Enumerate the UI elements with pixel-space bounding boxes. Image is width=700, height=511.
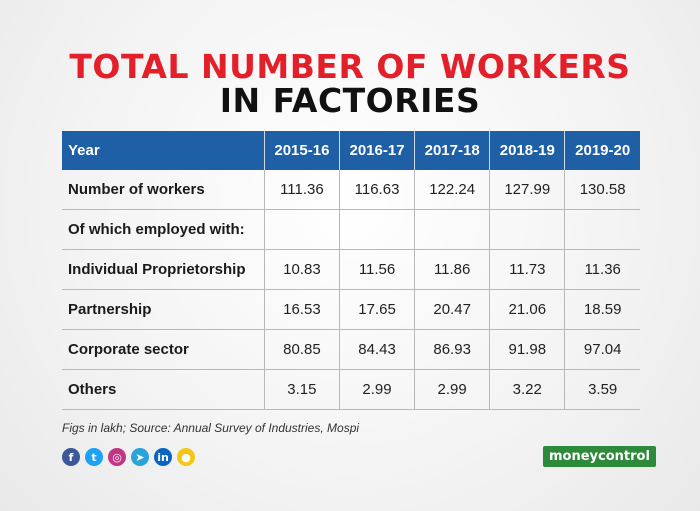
table-row: Individual Proprietorship 10.83 11.56 11.86… xyxy=(62,249,640,290)
table-cell: 111.36 xyxy=(264,170,340,210)
table-cell: 80.85 xyxy=(264,329,340,370)
header-year-label: Year xyxy=(62,131,265,170)
row-label: Individual Proprietorship xyxy=(62,249,265,290)
title-line-1: TOTAL NUMBER OF WORKERS xyxy=(69,47,631,86)
table-cell: 122.24 xyxy=(414,170,491,210)
table-cell: 10.83 xyxy=(264,249,340,290)
table-cell: 11.86 xyxy=(414,249,491,290)
row-label: Corporate sector xyxy=(62,329,265,370)
table-cell xyxy=(414,209,491,250)
table-cell: 17.65 xyxy=(339,289,416,330)
table-row: Of which employed with: xyxy=(62,209,640,250)
table-cell: 130.58 xyxy=(564,170,640,210)
table-cell xyxy=(564,209,640,250)
table-cell: 2.99 xyxy=(339,369,416,410)
table-header-row: Year 2015-16 2016-17 2017-18 2018-19 2019-20 xyxy=(62,131,640,170)
facebook-icon[interactable]: f xyxy=(62,448,80,466)
table-cell: 20.47 xyxy=(414,289,491,330)
title-line-2: IN FACTORIES xyxy=(219,81,481,120)
row-label: Partnership xyxy=(62,289,265,330)
table-cell xyxy=(489,209,566,250)
header-year-3: 2017-18 xyxy=(414,131,491,170)
header-year-1: 2015-16 xyxy=(264,131,340,170)
table-row: Partnership 16.53 17.65 20.47 21.06 18.59 xyxy=(62,289,640,330)
table-cell: 11.56 xyxy=(339,249,416,290)
header-year-4: 2018-19 xyxy=(489,131,566,170)
table-cell: 2.99 xyxy=(414,369,491,410)
brand-logo: moneycontrol xyxy=(543,446,656,467)
table-cell: 16.53 xyxy=(264,289,340,330)
table-cell: 3.59 xyxy=(564,369,640,410)
table-cell xyxy=(339,209,416,250)
table-cell: 84.43 xyxy=(339,329,416,370)
table-row: Number of workers 111.36 116.63 122.24 127.9… xyxy=(62,170,640,210)
header-year-5: 2019-20 xyxy=(564,131,640,170)
telegram-icon[interactable]: ➤ xyxy=(131,448,149,466)
header-year-2: 2016-17 xyxy=(339,131,416,170)
table-cell: 11.73 xyxy=(489,249,566,290)
table-body: Number of workers 111.36 116.63 122.24 127.9… xyxy=(62,170,640,410)
table-cell: 86.93 xyxy=(414,329,491,370)
row-label: Number of workers xyxy=(62,170,265,210)
table-cell: 116.63 xyxy=(339,170,416,210)
table-cell xyxy=(264,209,340,250)
row-label: Others xyxy=(62,369,265,410)
table-cell: 3.22 xyxy=(489,369,566,410)
table-cell: 18.59 xyxy=(564,289,640,330)
row-label: Of which employed with: xyxy=(62,209,265,250)
table-cell: 21.06 xyxy=(489,289,566,330)
source-note: Figs in lakh; Source: Annual Survey of I… xyxy=(62,421,360,435)
table-cell: 3.15 xyxy=(264,369,340,410)
table-row: Others 3.15 2.99 2.99 3.22 3.59 xyxy=(62,369,640,410)
data-table: Year 2015-16 2016-17 2017-18 2018-19 2019-20 … xyxy=(62,131,640,410)
table-cell: 91.98 xyxy=(489,329,566,370)
instagram-icon[interactable]: ◎ xyxy=(108,448,126,466)
table-cell: 127.99 xyxy=(489,170,566,210)
linkedin-icon[interactable]: in xyxy=(154,448,172,466)
koo-icon[interactable]: ● xyxy=(177,448,195,466)
table-row: Corporate sector 80.85 84.43 86.93 91.98 97.0… xyxy=(62,329,640,370)
social-icons: f t ◎ ➤ in ● xyxy=(62,448,195,466)
chart-title: TOTAL NUMBER OF WORKERS IN FACTORIES xyxy=(0,50,700,117)
table-cell: 97.04 xyxy=(564,329,640,370)
table-cell: 11.36 xyxy=(564,249,640,290)
twitter-icon[interactable]: t xyxy=(85,448,103,466)
